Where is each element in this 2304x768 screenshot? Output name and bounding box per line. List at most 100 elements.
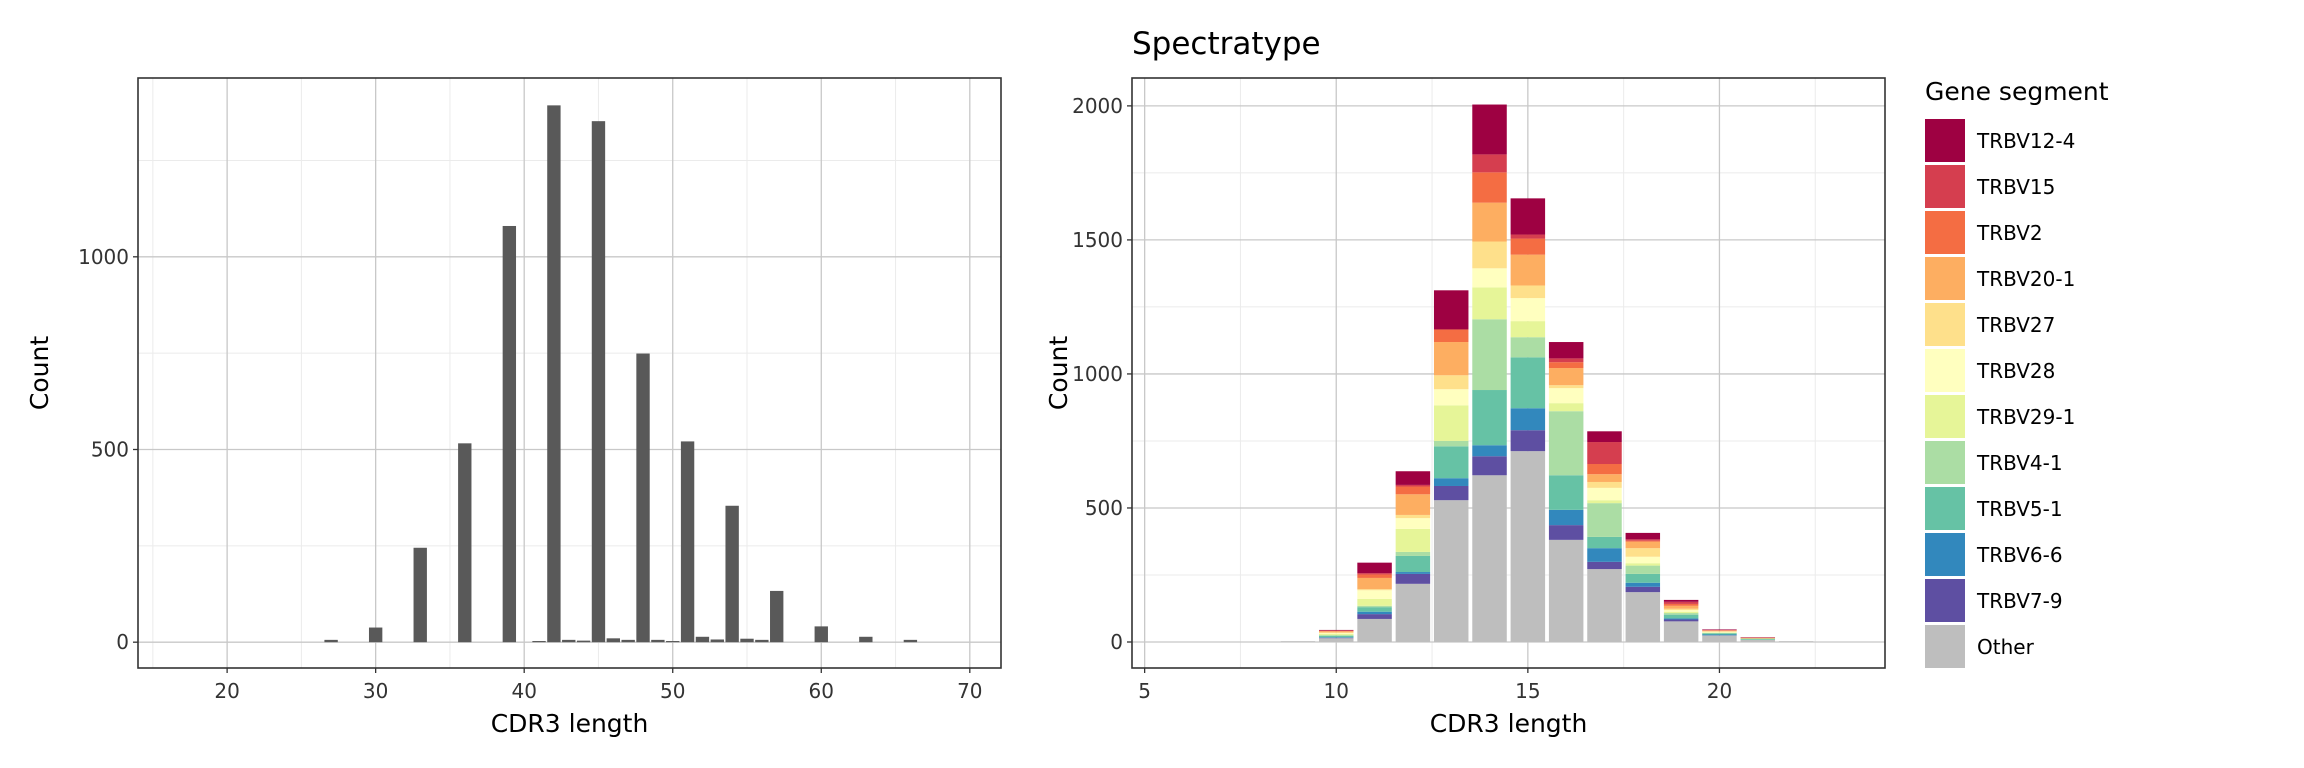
bar-segment-trbv12-4: [1702, 629, 1737, 630]
bar-segment-trbv15: [1357, 573, 1392, 575]
bar-segment-trbv5-1: [1510, 357, 1546, 409]
x-tick-label: 15: [1515, 679, 1540, 703]
legend-swatch: [1925, 395, 1965, 438]
bar-segment-trbv28: [1395, 518, 1431, 529]
legend-label: TRBV15: [1976, 175, 2055, 199]
bar-segment-trbv20-1: [1740, 637, 1776, 639]
bar-segment-trbv20-1: [1625, 541, 1661, 549]
plot-border: [1131, 77, 1886, 669]
legend-item: TRBV27: [1925, 303, 2055, 346]
bar-segment-trbv29-1: [1472, 287, 1507, 320]
bar-segment-trbv27: [1702, 631, 1737, 632]
bar-segment-trbv28: [1663, 610, 1699, 612]
bar: [755, 639, 769, 643]
y-tick-label: 2000: [1072, 94, 1123, 118]
bar-segment-trbv29-1: [1663, 611, 1699, 614]
legend-label: TRBV27: [1976, 313, 2055, 337]
legend-item: TRBV20-1: [1925, 257, 2075, 300]
bar: [458, 443, 472, 643]
bar-segment-trbv7-9: [1395, 573, 1431, 584]
bar-segment-trbv4-1: [1433, 440, 1469, 447]
bar-segment-trbv20-1: [1395, 494, 1431, 515]
bar-segment-trbv29-1: [1433, 405, 1469, 441]
legend-item: TRBV29-1: [1925, 395, 2075, 438]
bar-segment-other: [1319, 638, 1354, 642]
x-tick-label: 10: [1324, 679, 1349, 703]
bar-segment-trbv6-6: [1663, 618, 1699, 620]
legend-swatch: [1925, 579, 1965, 622]
x-axis-title: CDR3 length: [1430, 709, 1588, 738]
bar-segment-trbv27: [1663, 608, 1699, 611]
bar-segment-trbv20-1: [1472, 202, 1507, 242]
bar-segment-trbv29-1: [1548, 403, 1584, 412]
bar: [680, 441, 695, 643]
bar-segment-trbv6-6: [1587, 548, 1622, 562]
bar-segment-trbv6-6: [1702, 634, 1737, 636]
cdr3-length-histogram: 20 30 40 50 60 70 0 500 1000 CDR3 length Count: [25, 77, 1002, 738]
bar-segment-trbv12-4: [1663, 599, 1699, 602]
bar-segment-trbv20-1: [1357, 577, 1392, 590]
bar-segment-trbv4-1: [1548, 411, 1584, 476]
bar: [903, 639, 918, 643]
bar-segment-trbv2: [1663, 603, 1699, 606]
bar-segment-trbv5-1: [1587, 536, 1622, 549]
x-tick-label: 20: [214, 679, 239, 703]
bar: [710, 639, 724, 643]
legend-item: TRBV5-1: [1925, 487, 2063, 530]
bar-segment-trbv5-1: [1702, 633, 1737, 635]
bar-segment-trbv2: [1472, 172, 1507, 203]
legend-title: Gene segment: [1925, 77, 2109, 106]
y-tick-label: 1500: [1072, 228, 1123, 252]
bar-segment-other: [1395, 583, 1431, 642]
bar-segment-trbv5-1: [1395, 555, 1431, 573]
bar-segment-trbv5-1: [1663, 614, 1699, 619]
bar-segment-trbv27: [1433, 375, 1469, 390]
bar-segment-other: [1587, 569, 1622, 642]
legend-swatch: [1925, 349, 1965, 392]
bar-segment-trbv12-4: [1395, 471, 1431, 485]
bar-segment-trbv29-1: [1587, 500, 1622, 504]
legend-label: TRBV20-1: [1976, 267, 2075, 291]
bar: [725, 505, 739, 643]
bar-segment-other: [1740, 639, 1776, 642]
bar-segment-trbv15: [1663, 601, 1699, 604]
bar-segment-trbv12-4: [1319, 629, 1354, 631]
bar-segment-trbv6-6: [1433, 478, 1469, 486]
bar-segment-trbv4-1: [1702, 632, 1737, 634]
bar-segment-trbv2: [1433, 329, 1469, 343]
bar: [606, 638, 621, 643]
bar-segment-trbv2: [1702, 630, 1737, 631]
bar-segment-trbv28: [1433, 389, 1469, 406]
bar: [547, 105, 561, 643]
bar-segment-trbv6-6: [1319, 637, 1354, 638]
bar-segment-trbv4-1: [1625, 565, 1661, 574]
bar: [532, 641, 546, 643]
bar-segment-trbv2: [1587, 464, 1622, 475]
legend-swatch: [1925, 211, 1965, 254]
bar-segment-trbv15: [1472, 154, 1507, 173]
bar-segment-trbv6-6: [1548, 509, 1584, 526]
legend-label: TRBV2: [1976, 221, 2043, 245]
legend-label: Other: [1977, 635, 2035, 659]
y-tick-label: 500: [91, 437, 129, 461]
bar-segment-trbv4-1: [1663, 613, 1699, 615]
legend-swatch: [1925, 625, 1965, 668]
x-tick-label: 20: [1707, 679, 1732, 703]
bar: [814, 626, 828, 643]
bar: [562, 639, 576, 643]
legend-swatch: [1925, 303, 1965, 346]
bar-segment-trbv6-6: [1395, 572, 1431, 574]
plot-border: [137, 77, 1002, 669]
legend-item: Other: [1925, 625, 2035, 668]
legend-item: TRBV28: [1925, 349, 2055, 392]
legend-swatch: [1925, 533, 1965, 576]
bar-segment-trbv5-1: [1357, 607, 1392, 612]
bar-segment-trbv20-1: [1433, 342, 1469, 376]
bar-segment-trbv4-1: [1510, 337, 1546, 358]
bar-segment-trbv28: [1357, 590, 1392, 599]
bar: [502, 225, 517, 643]
bar-segment-trbv4-1: [1357, 605, 1392, 608]
bar-segment-trbv20-1: [1587, 474, 1622, 482]
bar-segment-trbv4-1: [1740, 638, 1776, 640]
x-tick-label: 50: [660, 679, 685, 703]
